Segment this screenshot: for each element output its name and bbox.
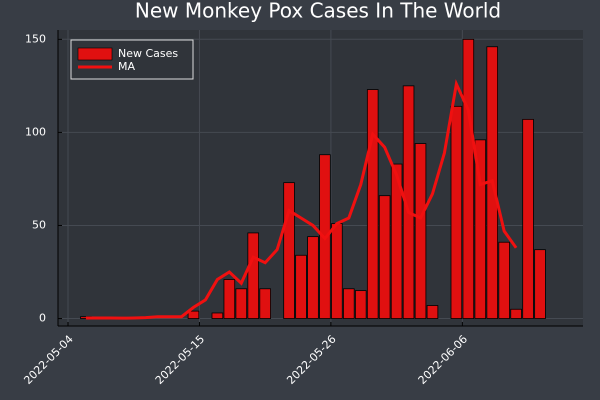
bar xyxy=(510,308,522,319)
x-tick-label: 2022-05-26 xyxy=(284,333,338,387)
bar xyxy=(378,195,391,319)
x-tick-label: 2022-06-06 xyxy=(416,333,470,387)
bar xyxy=(283,182,295,319)
bar xyxy=(534,249,546,319)
bar xyxy=(223,279,236,319)
bar xyxy=(354,290,367,319)
chart-title: New Monkey Pox Cases In The World xyxy=(135,0,501,23)
bar xyxy=(307,236,319,319)
bar xyxy=(414,143,427,319)
bar xyxy=(295,254,307,319)
bar xyxy=(474,139,487,319)
y-tick-label: 100 xyxy=(25,125,46,138)
x-tick-label: 2022-05-15 xyxy=(153,333,207,387)
y-tick-label: 0 xyxy=(39,312,46,325)
bar xyxy=(247,232,260,319)
bar xyxy=(522,118,534,319)
bar xyxy=(390,163,403,319)
bar xyxy=(462,38,475,319)
legend-label: MA xyxy=(118,60,135,73)
bar xyxy=(426,305,439,319)
legend-swatch xyxy=(77,47,113,61)
bar xyxy=(259,288,271,319)
bar xyxy=(450,105,463,319)
bar xyxy=(498,241,510,319)
bar xyxy=(331,223,343,319)
bar xyxy=(211,312,224,319)
y-tick-label: 50 xyxy=(32,218,46,231)
bar xyxy=(235,288,248,319)
bar xyxy=(366,89,379,319)
x-tick-label: 2022-05-04 xyxy=(21,333,75,387)
legend-label: New Cases xyxy=(118,47,178,60)
bar xyxy=(187,310,200,319)
ma-line xyxy=(85,78,518,320)
bar xyxy=(343,288,355,319)
bar xyxy=(402,85,415,319)
y-tick-label: 150 xyxy=(25,32,46,45)
